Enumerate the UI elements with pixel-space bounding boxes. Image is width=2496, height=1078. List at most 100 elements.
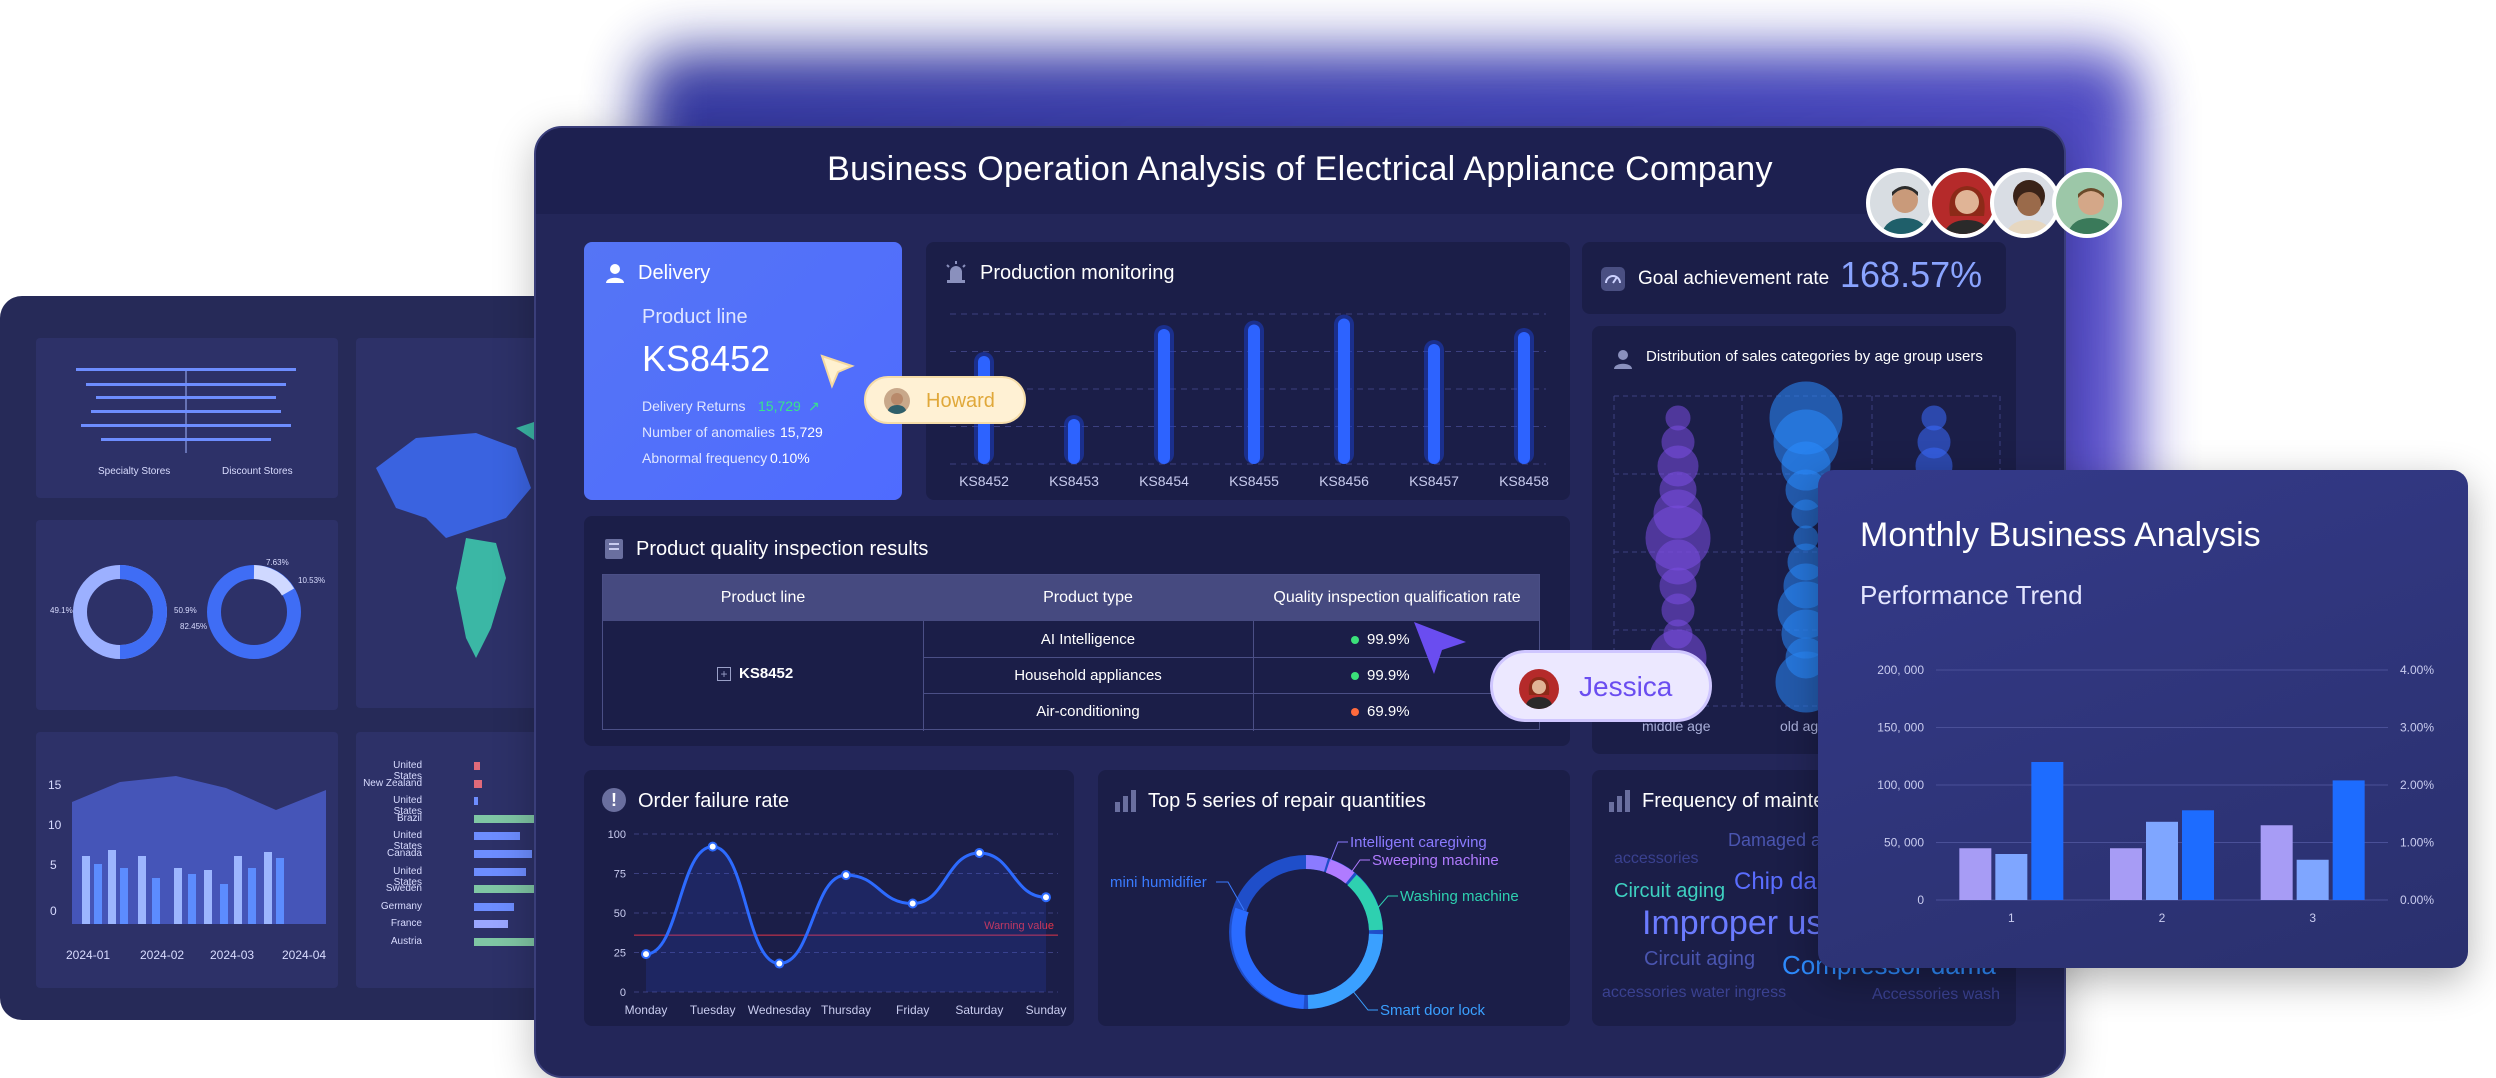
delivery-returns-label: Delivery Returns xyxy=(642,398,746,414)
bar xyxy=(1428,344,1440,464)
y-tick-label: 50, 000 xyxy=(1884,836,1924,850)
column-header: Quality inspection qualification rate xyxy=(1273,589,1521,606)
delivery-returns-value: 15,729 xyxy=(758,398,801,414)
bar xyxy=(1338,318,1350,464)
x-tick-label: KS8458 xyxy=(1499,473,1549,489)
table-divider xyxy=(923,657,1541,658)
collaborator-avatar[interactable] xyxy=(1928,168,1998,238)
production-bar-chart: KS8452 KS8453 KS8454 KS8455 KS8456 KS8457 KS84… xyxy=(950,313,1549,489)
left-panel-combo-chart: 15 10 5 0 2024-01 2024-02 2024-03 2024-0… xyxy=(36,732,338,988)
product-line-value: KS8452 xyxy=(642,338,771,379)
distribution-title: Distribution of sales categories by age … xyxy=(1646,348,1983,365)
y2-tick-label: 2.00% xyxy=(2400,778,2434,792)
x-tick-label: Friday xyxy=(896,1003,929,1017)
column-header: Product type xyxy=(1043,589,1133,606)
product-type-cell: Air-conditioning xyxy=(1036,703,1140,720)
donut-label: 7.63% xyxy=(266,558,289,567)
x-tick-label: 1 xyxy=(2008,911,2015,925)
x-tick-label: KS8452 xyxy=(959,473,1009,489)
donut-charts xyxy=(73,565,301,659)
order-failure-title: Order failure rate xyxy=(638,790,790,812)
word-cloud-item: accessories water ingress xyxy=(1602,984,1787,1001)
donut-label: 49.1% xyxy=(50,606,73,615)
x-tick-label: Thursday xyxy=(821,1003,871,1017)
collaborator-avatar[interactable] xyxy=(1866,168,1936,238)
x-label-middle-age: middle age xyxy=(1642,718,1711,734)
country-bar xyxy=(474,885,544,894)
country-label: United States xyxy=(393,865,422,888)
bar-chart-icon xyxy=(1114,790,1138,817)
y-tick-label: 25 xyxy=(614,948,626,960)
bar xyxy=(1158,329,1170,464)
x-tick-label: Saturday xyxy=(955,1003,1003,1017)
data-point xyxy=(974,847,985,858)
main-dashboard: Business Operation Analysis of Electrica… xyxy=(534,126,2066,1078)
performance-bar-chart: 200, 000 4.00% 150, 000 3.00% 100, 000 2.00% 5… xyxy=(1877,663,2434,925)
left-panel-bars: Specialty Stores Discount Stores xyxy=(36,338,338,498)
bar xyxy=(2031,762,2064,900)
product-type-cell: Household appliances xyxy=(1014,667,1162,684)
clipboard-icon xyxy=(602,536,626,565)
country-bar xyxy=(474,832,520,841)
status-dot xyxy=(1351,636,1359,644)
combo-x-tick: 2024-02 xyxy=(140,948,185,962)
monthly-analysis-card: Monthly Business Analysis Performance Tr… xyxy=(1818,470,2468,968)
y-tick-label: 100, 000 xyxy=(1877,778,1924,792)
jessica-cursor-label: Jessica xyxy=(1490,650,1712,722)
bar xyxy=(1518,332,1530,464)
user-group-icon xyxy=(1612,348,1634,375)
y-tick-label: 0 xyxy=(620,987,626,999)
country-bar xyxy=(474,920,508,929)
country-bar xyxy=(474,867,526,876)
user-icon xyxy=(604,262,626,284)
donut-label: 10.53% xyxy=(298,576,326,585)
combo-x-tick: 2024-04 xyxy=(282,948,327,962)
combo-y-tick: 15 xyxy=(48,778,62,792)
combo-y-tick: 0 xyxy=(50,904,57,918)
main-header: Business Operation Analysis of Electrica… xyxy=(536,128,2064,214)
left-panel-map xyxy=(356,338,560,708)
bar xyxy=(2296,859,2329,900)
table-divider xyxy=(923,621,924,731)
y2-tick-label: 1.00% xyxy=(2400,836,2434,850)
bar xyxy=(2110,848,2142,900)
combo-y-tick: 5 xyxy=(50,858,57,872)
repair-donut-chart xyxy=(1216,841,1398,1011)
bar xyxy=(1995,854,2028,900)
collaborator-avatar[interactable] xyxy=(2052,168,2122,238)
combo-x-tick: 2024-03 xyxy=(210,948,255,962)
bar xyxy=(2182,810,2214,900)
x-tick-label: Tuesday xyxy=(690,1003,736,1017)
country-bar xyxy=(474,797,478,806)
delivery-card[interactable]: Delivery Product line KS8452 Delivery Re… xyxy=(584,242,902,500)
x-label-old-age: old ag xyxy=(1780,718,1819,734)
y2-tick-label: 0.00% xyxy=(2400,893,2434,907)
expand-icon[interactable]: + xyxy=(717,667,731,681)
x-tick-label: KS8455 xyxy=(1229,473,1279,489)
x-tick-label: 2 xyxy=(2159,911,2166,925)
repair-label: Washing machine xyxy=(1400,888,1519,905)
order-failure-panel: ! Order failure rate 100 75 50 25 0 Warning v… xyxy=(584,770,1074,1026)
production-monitoring-panel: Production monitoring KS8452 KS8453 KS8454… xyxy=(926,242,1570,500)
y-tick-label: 150, 000 xyxy=(1877,721,1924,735)
bar xyxy=(1248,324,1260,464)
anomalies-label: Number of anomalies xyxy=(642,424,776,440)
goal-value: 168.57% xyxy=(1840,254,1983,295)
combo-chart xyxy=(72,776,326,924)
repair-label: Smart door lock xyxy=(1380,1002,1486,1019)
data-point xyxy=(841,870,851,881)
y2-tick-label: 4.00% xyxy=(2400,663,2434,677)
x-tick-label: Sunday xyxy=(1026,1003,1067,1017)
world-map xyxy=(376,418,560,658)
left-panel-country-bars: United States New Zealand United States Bra… xyxy=(356,732,560,988)
country-label: New Zealand xyxy=(363,777,422,789)
collaborator-avatar[interactable] xyxy=(1990,168,2060,238)
data-point xyxy=(641,949,651,960)
bar xyxy=(2332,780,2365,900)
country-bar xyxy=(474,902,514,911)
howard-name: Howard xyxy=(926,390,995,412)
column-header: Product line xyxy=(720,589,806,606)
quality-inspection-panel: Product quality inspection results Produ… xyxy=(584,516,1570,746)
country-bar xyxy=(474,850,532,858)
bar xyxy=(1068,419,1080,464)
